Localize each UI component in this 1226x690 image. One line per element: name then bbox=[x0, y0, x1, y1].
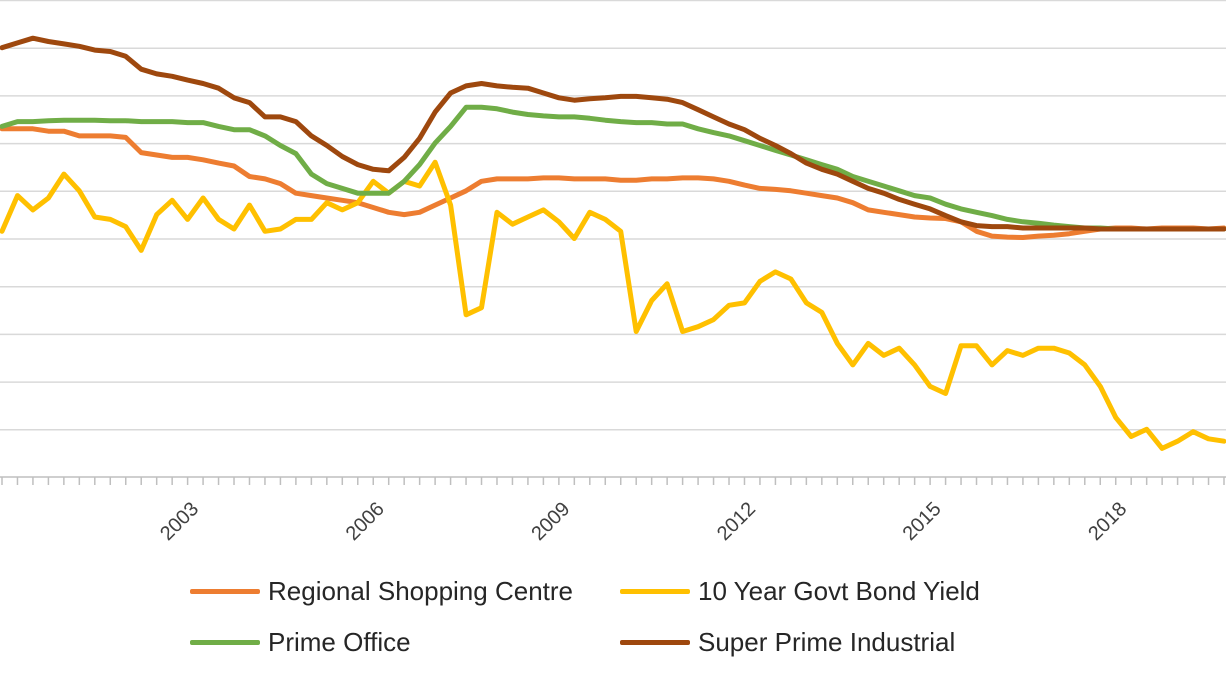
x-axis: 2003 2006 2009 2012 2015 2018 bbox=[0, 476, 1226, 545]
series-line-10-year-govt-bond-yield bbox=[0, 159, 1226, 451]
x-tick-label: 2015 bbox=[899, 498, 946, 545]
series-line-prime-office bbox=[0, 104, 1226, 232]
legend-label-10-year-govt-bond-yield: 10 Year Govt Bond Yield bbox=[698, 576, 980, 606]
gridlines bbox=[0, 0, 1226, 431]
series-line-super-prime-industrial bbox=[0, 35, 1226, 232]
legend-swatch-10-year-govt-bond-yield bbox=[620, 589, 690, 594]
legend-item-regional-shopping-centre: Regional Shopping Centre bbox=[190, 576, 573, 607]
legend-item-10-year-govt-bond-yield: 10 Year Govt Bond Yield bbox=[620, 576, 980, 607]
legend-label-regional-shopping-centre: Regional Shopping Centre bbox=[268, 576, 573, 606]
x-tick-label: 2006 bbox=[342, 498, 389, 545]
legend-swatch-prime-office bbox=[190, 640, 260, 645]
legend-label-super-prime-industrial: Super Prime Industrial bbox=[698, 627, 956, 657]
legend-item-prime-office: Prime Office bbox=[190, 627, 411, 658]
x-tick-label: 2009 bbox=[527, 498, 574, 545]
legend-item-super-prime-industrial: Super Prime Industrial bbox=[620, 627, 955, 658]
x-tick-label: 2012 bbox=[713, 498, 760, 545]
legend-label-prime-office: Prime Office bbox=[268, 627, 411, 657]
legend-swatch-regional-shopping-centre bbox=[190, 589, 260, 594]
series-lines bbox=[0, 35, 1226, 451]
legend-swatch-super-prime-industrial bbox=[620, 640, 690, 645]
x-tick-label: 2018 bbox=[1084, 498, 1131, 545]
series-line-regional-shopping-centre bbox=[0, 126, 1226, 240]
x-tick-label: 2003 bbox=[156, 498, 203, 545]
